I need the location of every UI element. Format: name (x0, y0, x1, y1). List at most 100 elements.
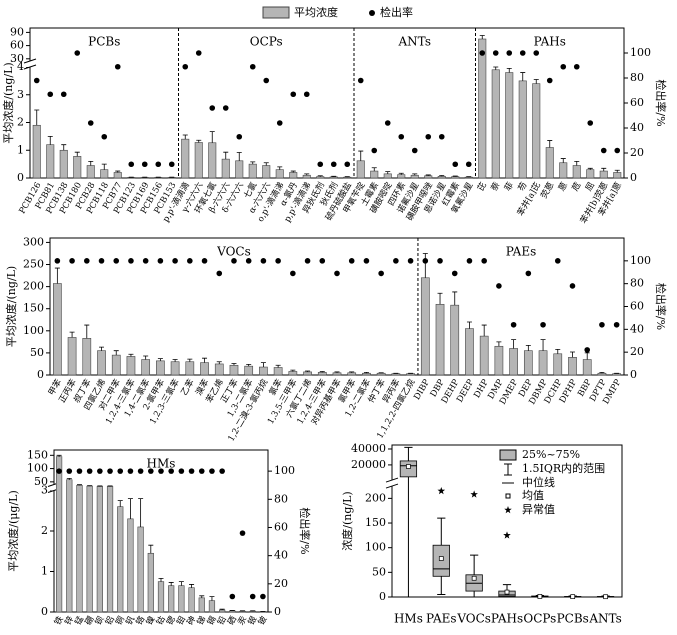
error-bar (466, 321, 472, 329)
bar (219, 609, 226, 613)
legend-mean-icon (505, 493, 511, 499)
detection-dot (303, 91, 310, 98)
detection-dot (56, 468, 62, 474)
error-bar (496, 341, 502, 347)
detection-dot (411, 147, 418, 154)
error-bar (437, 292, 443, 305)
bar (505, 72, 514, 179)
mean (570, 594, 576, 600)
error-bar (560, 158, 566, 163)
y2-tick-label: 60 (630, 300, 644, 313)
error-bar (263, 162, 269, 166)
bar (178, 585, 185, 613)
x-tick-label: 菲 (502, 180, 516, 193)
error-bar (511, 339, 517, 349)
bar (262, 165, 271, 179)
bar (317, 372, 327, 376)
bar (111, 354, 121, 376)
group-label: PAHs (534, 35, 566, 49)
bar (420, 277, 430, 376)
group-label: OCPs (250, 35, 283, 49)
x-tick-label: PAHs (491, 612, 523, 626)
error-bar (358, 150, 364, 161)
detection-dot (219, 468, 225, 474)
error-bar (290, 170, 296, 173)
legend-label: 异常值 (522, 503, 555, 516)
detection-dot (209, 105, 216, 111)
detection-dot (451, 270, 458, 277)
bar (316, 176, 325, 179)
detection-dot (128, 258, 134, 264)
bar (332, 372, 342, 376)
detection-dot (378, 270, 384, 277)
error-bar (157, 358, 163, 361)
y-tick-label: 30 (10, 52, 24, 65)
x-tick-label: 蒽 (556, 180, 570, 193)
y-tick-label: 2 (41, 524, 48, 537)
error-bar (117, 500, 123, 507)
bar (137, 526, 144, 613)
bar (599, 170, 608, 179)
bar (117, 506, 124, 613)
bar (582, 359, 592, 376)
bar (76, 485, 83, 613)
detection-dot (249, 63, 256, 70)
bar (478, 38, 487, 179)
bar (370, 170, 379, 179)
error-bar (412, 173, 418, 176)
error-bar (76, 484, 82, 486)
error-bar (199, 595, 205, 598)
detection-dot (260, 593, 266, 600)
detection-dot (357, 77, 364, 84)
detection-dot (158, 468, 164, 474)
bar (156, 360, 165, 376)
bar (612, 373, 621, 376)
error-bar (260, 362, 266, 368)
detection-dot (113, 258, 120, 264)
whisker-high (470, 554, 479, 575)
detection-dot (600, 147, 607, 154)
error-bar (47, 135, 53, 145)
bar (147, 552, 154, 613)
error-bar (452, 291, 458, 306)
bar (289, 172, 298, 179)
x-tick-label: PCBs (557, 612, 589, 626)
whisker-low (470, 591, 479, 598)
detection-dot (114, 63, 121, 70)
y-tick-label: 90 (10, 25, 24, 38)
error-bar (61, 144, 67, 151)
axis-break (24, 61, 36, 67)
mean (504, 589, 510, 595)
error-bar (398, 172, 404, 175)
bar (435, 303, 445, 376)
detection-dot (187, 258, 193, 264)
detection-dot (363, 258, 370, 264)
detection-dot (384, 120, 391, 126)
detection-dot (141, 161, 148, 168)
error-bar (601, 167, 607, 172)
error-bar (216, 361, 222, 364)
y-tick-label: 100 (23, 324, 44, 337)
y-tick-label: 4 (17, 60, 24, 73)
error-bar (290, 369, 296, 372)
detection-dot (466, 258, 473, 264)
error-bar (344, 176, 350, 178)
detection-dot (348, 258, 355, 264)
detection-dot (178, 468, 185, 474)
error-bar (250, 161, 256, 165)
bar (545, 147, 554, 179)
y2-axis-label: 检出率/% (654, 79, 668, 126)
y2-tick-label: 0 (630, 368, 637, 381)
detection-dot (128, 161, 135, 168)
y-tick-label: 200 (23, 280, 44, 293)
detection-dot (188, 468, 195, 474)
bar (127, 518, 134, 613)
bar (437, 176, 446, 179)
x-tick-label: HMs (394, 612, 423, 626)
error-bar (148, 544, 154, 554)
detection-dot (117, 468, 124, 474)
error-bar (305, 370, 311, 372)
x-tick-label: PAEs (426, 612, 457, 626)
bar (302, 174, 311, 179)
bar (288, 371, 298, 376)
